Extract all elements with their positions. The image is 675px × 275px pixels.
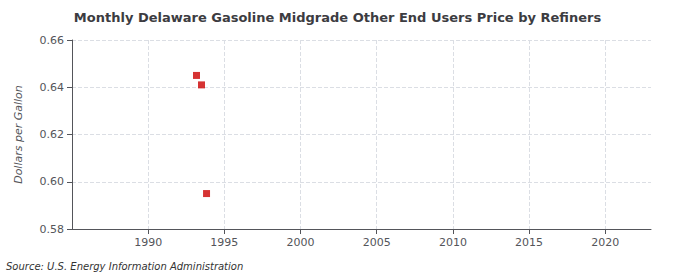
svg-text:0.58: 0.58	[40, 223, 65, 236]
svg-text:2005: 2005	[363, 236, 391, 249]
svg-text:1990: 1990	[134, 236, 162, 249]
svg-text:Dollars per Gallon: Dollars per Gallon	[12, 85, 25, 184]
svg-text:2015: 2015	[515, 236, 543, 249]
svg-text:Monthly Delaware Gasoline Midg: Monthly Delaware Gasoline Midgrade Other…	[74, 10, 602, 25]
svg-text:0.62: 0.62	[40, 128, 65, 141]
svg-text:0.66: 0.66	[40, 34, 65, 47]
svg-text:Source: U.S. Energy Informatio: Source: U.S. Energy Information Administ…	[6, 261, 243, 272]
svg-text:0.64: 0.64	[40, 81, 65, 94]
svg-text:2020: 2020	[591, 236, 619, 249]
svg-text:1995: 1995	[210, 236, 238, 249]
svg-text:2010: 2010	[439, 236, 467, 249]
svg-text:2000: 2000	[287, 236, 315, 249]
svg-text:0.60: 0.60	[40, 175, 65, 188]
